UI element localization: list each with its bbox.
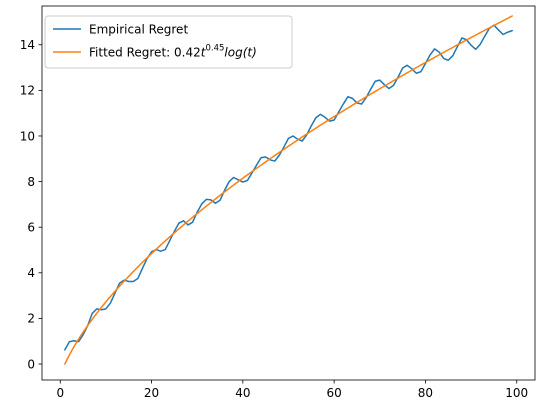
y-tick-label: 12 bbox=[20, 84, 35, 98]
axis-ticks: 0 20 40 60 80 100 0 2 4 6 8 10 12 14 bbox=[20, 38, 528, 400]
x-tick-label: 20 bbox=[144, 386, 159, 400]
y-tick-label: 2 bbox=[27, 312, 35, 326]
y-tick-label: 6 bbox=[27, 221, 35, 235]
x-tick-label: 100 bbox=[505, 386, 528, 400]
series-lines bbox=[64, 15, 513, 365]
legend: Empirical Regret Fitted Regret: 0.42t0.4… bbox=[44, 15, 293, 69]
x-tick-label: 0 bbox=[56, 386, 64, 400]
x-tick-label: 80 bbox=[418, 386, 433, 400]
y-tick-label: 10 bbox=[20, 129, 35, 143]
x-tick-label: 60 bbox=[327, 386, 342, 400]
x-tick-label: 40 bbox=[235, 386, 250, 400]
y-tick-label: 4 bbox=[27, 266, 35, 280]
legend-box bbox=[44, 15, 293, 69]
y-tick-label: 8 bbox=[27, 175, 35, 189]
y-tick-label: 14 bbox=[20, 38, 35, 52]
series-line-fitted bbox=[64, 15, 513, 365]
legend-label-fitted: Fitted Regret: 0.42t0.45log(t) bbox=[89, 44, 257, 60]
legend-label-empirical: Empirical Regret bbox=[89, 23, 188, 37]
series-line-empirical bbox=[64, 24, 513, 351]
y-tick-label: 0 bbox=[27, 357, 35, 371]
